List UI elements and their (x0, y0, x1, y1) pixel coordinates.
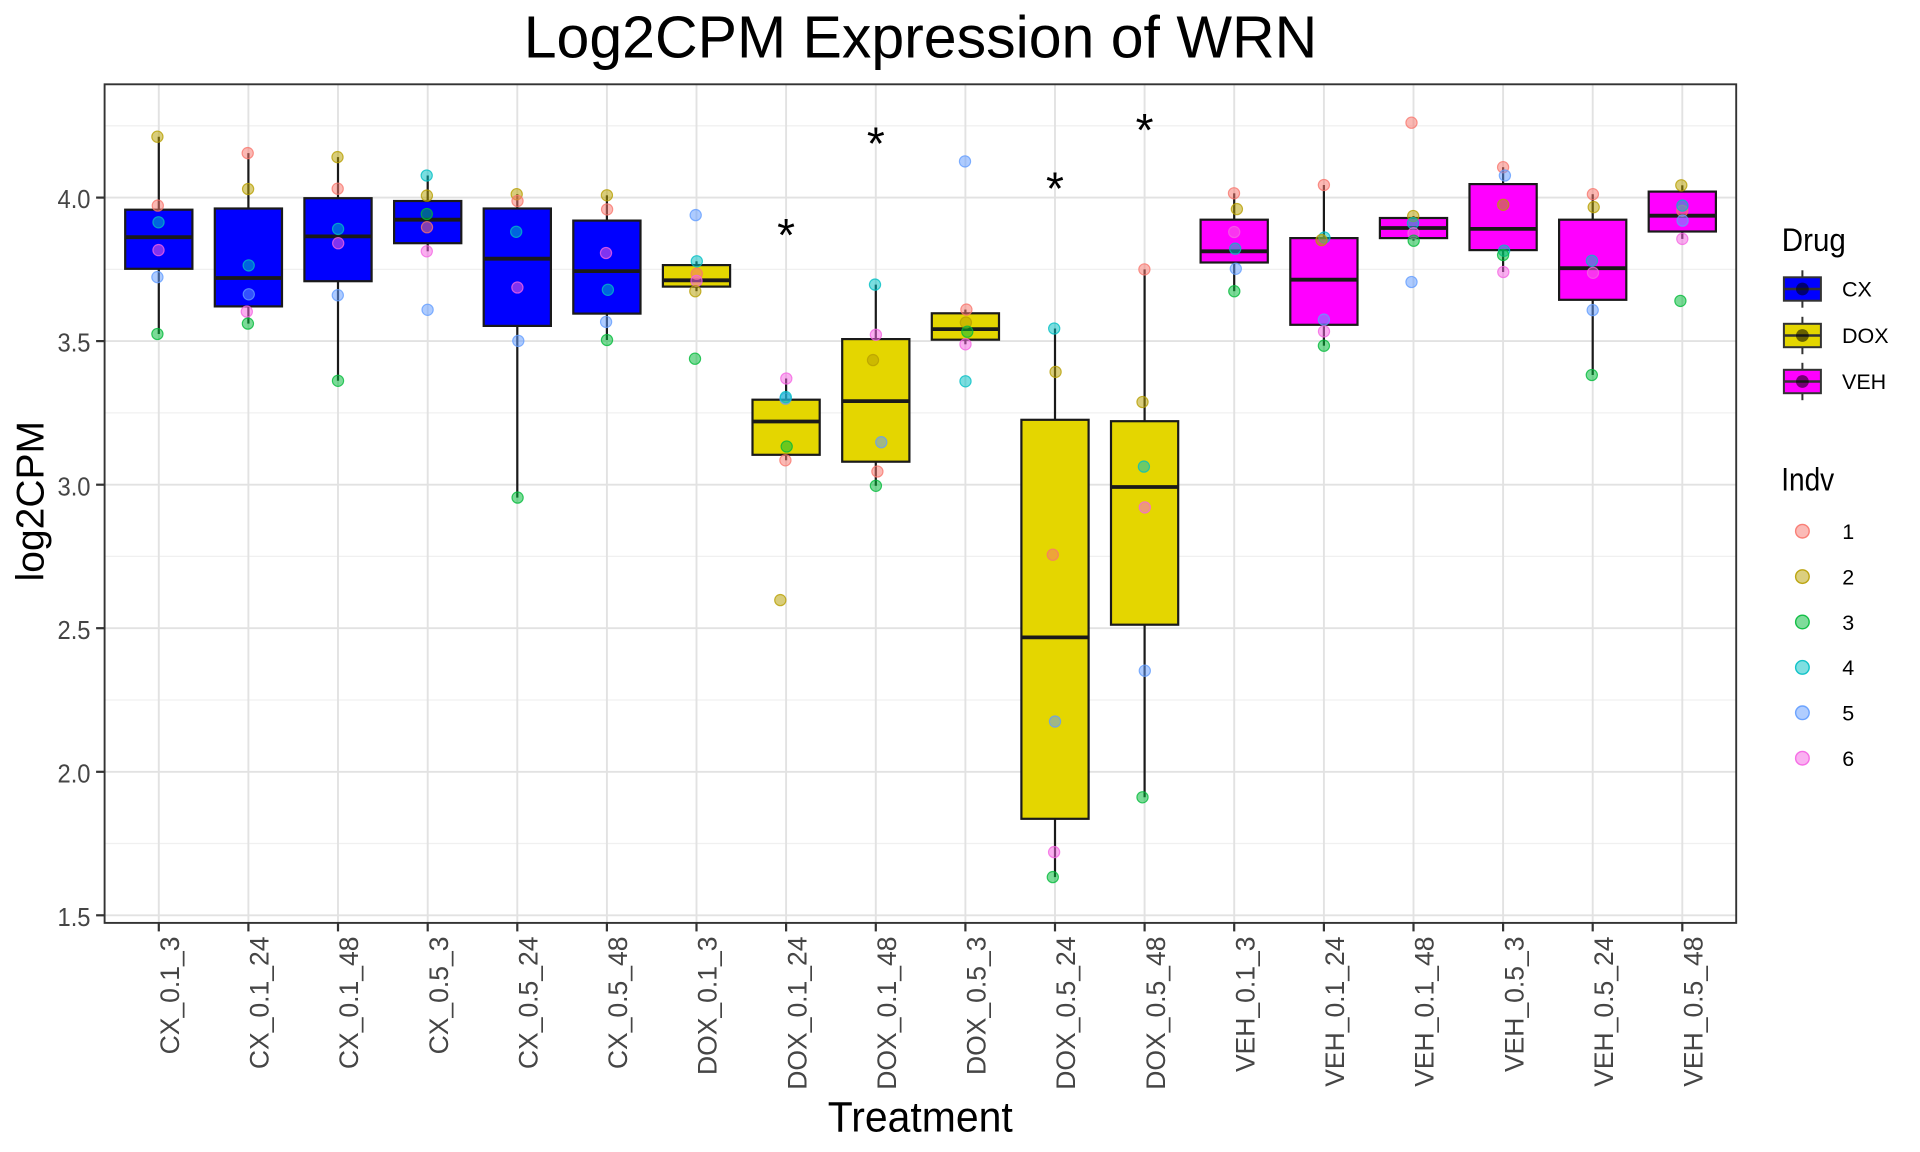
svg-text:CX: CX (1842, 278, 1872, 302)
svg-text:VEH_0.5_24: VEH_0.5_24 (1589, 937, 1619, 1087)
svg-text:VEH_0.5_48: VEH_0.5_48 (1679, 937, 1709, 1087)
svg-text:DOX_0.5_24: DOX_0.5_24 (1051, 937, 1081, 1090)
svg-text:CX_0.1_24: CX_0.1_24 (245, 937, 275, 1070)
svg-text:4: 4 (1842, 656, 1854, 680)
svg-text:1: 1 (1842, 520, 1854, 544)
svg-text:CX_0.5_3: CX_0.5_3 (424, 937, 454, 1055)
svg-text:*: * (1136, 104, 1154, 156)
svg-text:3.5: 3.5 (58, 328, 91, 358)
svg-text:CX_0.5_24: CX_0.5_24 (514, 937, 544, 1070)
svg-text:DOX_0.1_24: DOX_0.1_24 (782, 937, 812, 1090)
svg-text:1.5: 1.5 (58, 902, 91, 932)
svg-text:DOX_0.1_48: DOX_0.1_48 (872, 937, 902, 1090)
svg-text:4.0: 4.0 (58, 184, 91, 214)
svg-text:2: 2 (1842, 565, 1854, 589)
svg-text:Treatment: Treatment (828, 1094, 1013, 1142)
svg-text:CX_0.5_48: CX_0.5_48 (603, 937, 633, 1070)
svg-text:3.0: 3.0 (58, 471, 91, 501)
svg-text:3: 3 (1842, 611, 1854, 635)
svg-text:*: * (867, 117, 885, 169)
svg-text:5: 5 (1842, 702, 1854, 726)
svg-text:*: * (1046, 163, 1064, 215)
svg-text:log2CPM: log2CPM (10, 421, 53, 581)
svg-text:DOX_0.5_3: DOX_0.5_3 (962, 937, 992, 1075)
svg-text:2.0: 2.0 (58, 758, 91, 788)
svg-text:VEH_0.5_3: VEH_0.5_3 (1499, 937, 1529, 1073)
svg-text:VEH_0.1_3: VEH_0.1_3 (1230, 937, 1260, 1073)
svg-text:DOX_0.5_48: DOX_0.5_48 (1141, 937, 1171, 1090)
svg-text:Indv: Indv (1781, 461, 1834, 497)
svg-text:Log2CPM Expression of WRN: Log2CPM Expression of WRN (524, 5, 1318, 71)
svg-text:Drug: Drug (1782, 222, 1846, 258)
svg-text:*: * (777, 209, 795, 261)
svg-text:VEH: VEH (1842, 370, 1886, 394)
svg-text:DOX_0.1_3: DOX_0.1_3 (693, 937, 723, 1075)
svg-text:DOX: DOX (1842, 324, 1889, 348)
svg-text:2.5: 2.5 (58, 615, 91, 645)
svg-text:CX_0.1_3: CX_0.1_3 (155, 937, 185, 1055)
svg-text:6: 6 (1842, 747, 1854, 771)
svg-text:VEH_0.1_24: VEH_0.1_24 (1320, 937, 1350, 1087)
svg-text:CX_0.1_48: CX_0.1_48 (334, 937, 364, 1070)
svg-text:VEH_0.1_48: VEH_0.1_48 (1410, 937, 1440, 1087)
